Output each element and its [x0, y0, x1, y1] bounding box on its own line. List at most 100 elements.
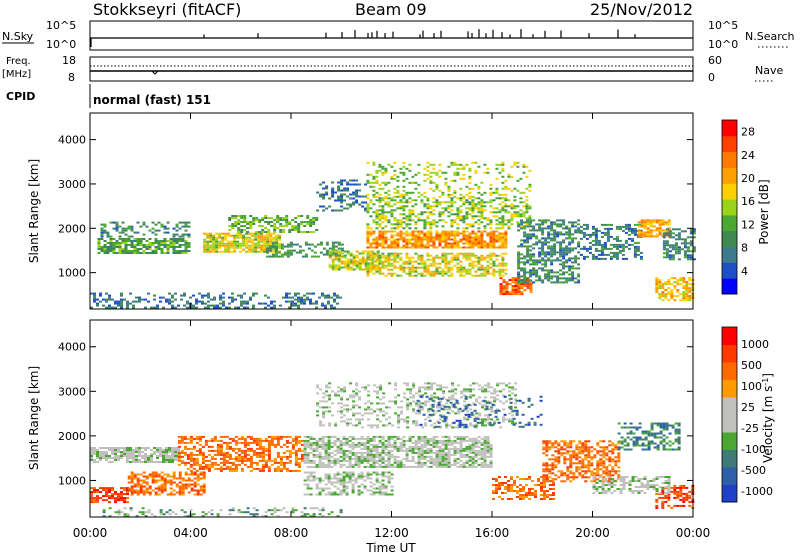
scatter-cell — [582, 231, 586, 234]
scatter-cell — [240, 229, 244, 231]
scatter-cell — [417, 463, 421, 466]
scatter-cell — [207, 463, 211, 466]
scatter-cell — [336, 439, 340, 442]
scatter-cell — [196, 483, 200, 486]
scatter-cell — [358, 252, 362, 255]
scatter-cell — [358, 203, 362, 206]
scatter-cell — [142, 238, 146, 240]
scatter-cell — [541, 245, 545, 248]
scatter-cell — [159, 451, 162, 453]
scatter-cell — [165, 300, 168, 303]
scatter-cell — [689, 254, 693, 257]
scatter-cell — [396, 195, 400, 198]
scatter-cell — [126, 489, 129, 492]
scatter-cell — [180, 294, 183, 297]
scatter-cell — [390, 227, 394, 230]
scatter-cell — [615, 245, 619, 248]
scatter-cell — [426, 244, 430, 247]
scatter-cell — [181, 487, 185, 490]
scatter-cell — [646, 235, 650, 238]
scatter-cell — [190, 489, 194, 492]
scatter-cell — [300, 302, 303, 305]
scatter-cell — [114, 511, 118, 514]
scatter-cell — [456, 252, 460, 255]
scatter-cell — [574, 237, 578, 240]
scatter-cell — [133, 252, 137, 254]
scatter-cell — [499, 291, 503, 294]
scatter-cell — [257, 234, 261, 237]
scatter-cell — [429, 236, 433, 239]
scatter-cell — [204, 463, 208, 466]
scatter-cell — [261, 449, 265, 452]
scatter-cell — [671, 232, 675, 235]
scatter-cell — [671, 258, 675, 261]
scatter-cell — [108, 298, 111, 301]
scatter-cell — [327, 447, 331, 450]
scatter-cell — [138, 298, 141, 301]
scatter-cell — [477, 256, 481, 259]
scatter-cell — [325, 185, 329, 188]
scatter-cell — [216, 513, 220, 516]
scatter-cell — [331, 187, 335, 190]
scatter-cell — [396, 449, 400, 452]
scatter-cell — [447, 244, 451, 247]
scatter-cell — [544, 277, 548, 280]
scatter-cell — [206, 248, 210, 251]
scatter-cell — [603, 247, 607, 250]
scatter-cell — [203, 248, 207, 251]
scatter-cell — [239, 246, 243, 249]
scatter-cell — [456, 270, 460, 273]
scatter-cell — [378, 254, 382, 257]
scatter-cell — [378, 463, 382, 466]
scatter-cell — [102, 495, 105, 498]
scatter-cell — [209, 238, 213, 241]
scatter-cell — [372, 449, 376, 452]
scatter-cell — [399, 252, 403, 255]
scatter-cell — [384, 465, 388, 468]
scatter-cell — [369, 207, 373, 210]
scatter-cell — [261, 463, 265, 466]
scatter-cell — [218, 250, 222, 253]
scatter-cell — [489, 211, 493, 214]
scatter-cell — [378, 163, 382, 166]
scatter-cell — [337, 247, 341, 250]
scatter-cell — [516, 215, 520, 218]
scatter-cell — [668, 250, 672, 253]
scatter-cell — [483, 242, 487, 245]
scatter-cell — [414, 441, 418, 444]
scatter-cell — [294, 227, 298, 229]
scatter-cell — [541, 231, 545, 234]
scatter-cell — [588, 241, 592, 244]
scatter-cell — [582, 233, 586, 236]
scatter-cell — [342, 437, 346, 440]
scatter-cell — [462, 219, 466, 222]
scatter-cell — [145, 248, 149, 250]
scatter-cell — [411, 266, 415, 269]
scatter-cell — [309, 459, 313, 462]
scatter-cell — [420, 230, 424, 233]
scatter-cell — [627, 225, 631, 228]
scatter-cell — [337, 256, 341, 259]
scatter-cell — [219, 306, 222, 309]
scatter-cell — [186, 302, 189, 305]
scatter-cell — [450, 163, 454, 166]
scatter-cell — [372, 221, 376, 224]
scatter-cell — [242, 240, 246, 243]
scatter-cell — [514, 279, 518, 282]
scatter-cell — [390, 199, 394, 202]
scatter-cell — [532, 261, 536, 264]
scatter-cell — [417, 465, 421, 468]
scatter-cell — [327, 300, 330, 303]
scatter-cell — [160, 225, 164, 228]
scatter-cell — [643, 223, 647, 226]
scatter-cell — [393, 258, 397, 261]
scatter-cell — [297, 449, 301, 452]
scatter-cell — [297, 306, 300, 309]
scatter-cell — [550, 269, 554, 272]
scatter-cell — [471, 209, 475, 212]
scatter-cell — [516, 179, 520, 182]
scatter-cell — [435, 272, 439, 275]
scatter-cell — [639, 257, 643, 260]
scatter-cell — [237, 223, 241, 225]
scatter-cell — [585, 227, 589, 230]
